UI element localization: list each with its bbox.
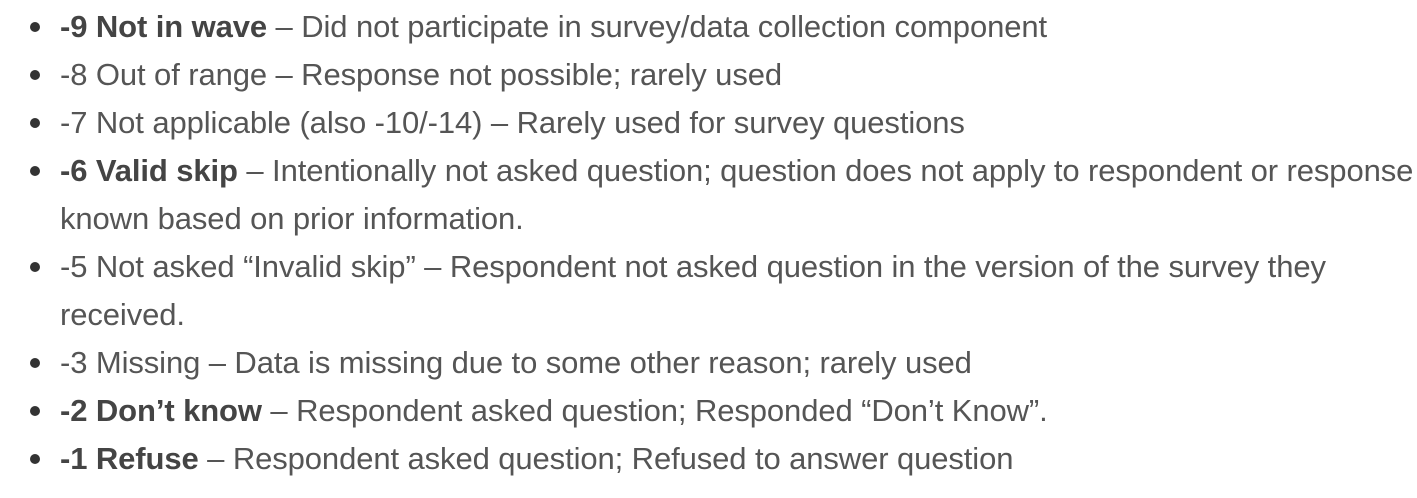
code-label: -6 Valid skip (60, 153, 238, 188)
bullet-icon (30, 358, 40, 368)
code-label: -2 Don’t know (60, 393, 262, 428)
list-item-code-3: -3 Missing – Data is missing due to some… (30, 339, 1415, 387)
code-description: – Respondent asked question; Refused to … (198, 441, 1014, 476)
bullet-icon (30, 118, 40, 128)
bullet-icon (30, 262, 40, 272)
list-item-code-9: -9 Not in wave – Did not participate in … (30, 3, 1415, 51)
code-label: -3 Missing (60, 345, 201, 380)
missing-codes-list: -9 Not in wave – Did not participate in … (30, 3, 1415, 483)
list-item-code-7: -7 Not applicable (also -10/-14) – Rarel… (30, 99, 1415, 147)
code-description: – Data is missing due to some other reas… (200, 345, 972, 380)
code-label: -1 Refuse (60, 441, 199, 476)
code-description: – Response not possible; rarely used (267, 57, 783, 92)
bullet-icon (30, 22, 40, 32)
code-description: – Respondent not asked question in the v… (60, 249, 1326, 332)
list-item-code-2: -2 Don’t know – Respondent asked questio… (30, 387, 1415, 435)
list-item-code-6: -6 Valid skip – Intentionally not asked … (30, 147, 1415, 243)
list-item-code-1: -1 Refuse – Respondent asked question; R… (30, 435, 1415, 483)
code-description: – Respondent asked question; Responded “… (261, 393, 1048, 428)
bullet-icon (30, 406, 40, 416)
list-item-code-8: -8 Out of range – Response not possible;… (30, 51, 1415, 99)
code-description: – Did not participate in survey/data col… (267, 9, 1048, 44)
bullet-icon (30, 70, 40, 80)
code-description: – Intentionally not asked question; ques… (60, 153, 1414, 236)
code-label: -5 Not asked “Invalid skip” (60, 249, 416, 284)
code-label: -7 Not applicable (also -10/-14) (60, 105, 483, 140)
code-label: -8 Out of range (60, 57, 268, 92)
code-label: -9 Not in wave (60, 9, 268, 44)
list-item-code-5: -5 Not asked “Invalid skip” – Respondent… (30, 243, 1415, 339)
code-description: – Rarely used for survey questions (482, 105, 965, 140)
bullet-icon (30, 454, 40, 464)
bullet-icon (30, 166, 40, 176)
